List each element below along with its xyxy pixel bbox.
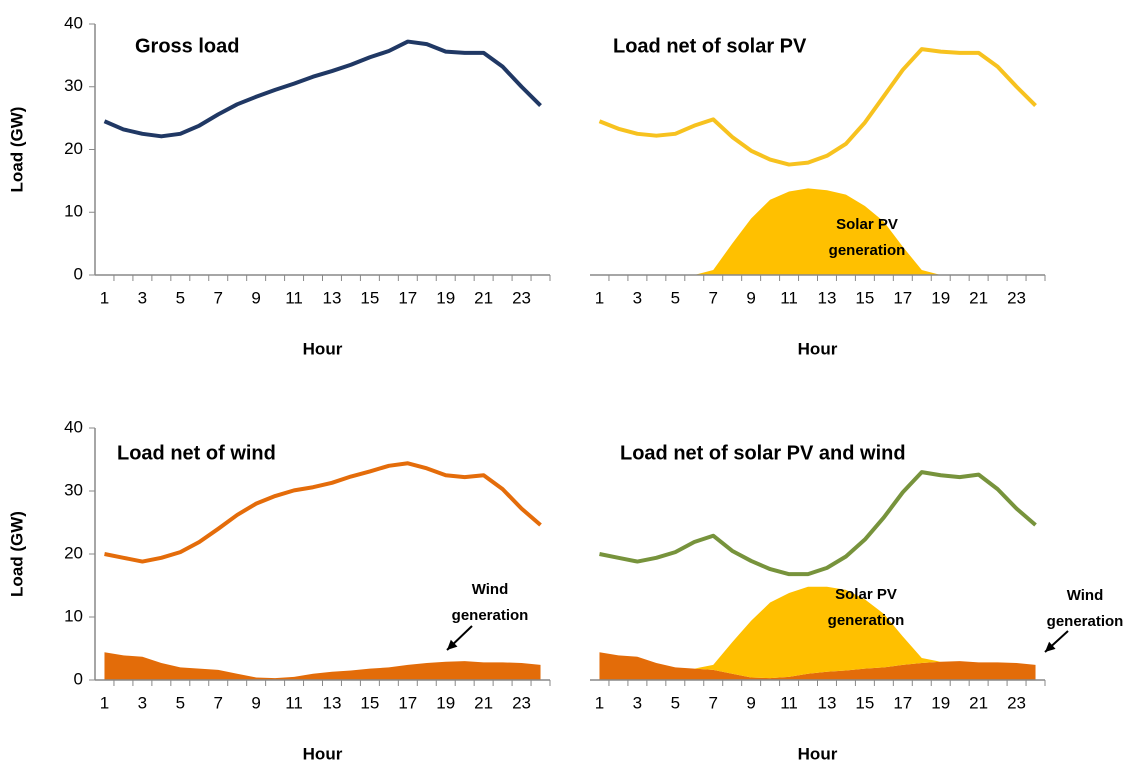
y-tick-label: 20: [64, 543, 83, 562]
x-tick-label: 11: [780, 693, 798, 712]
annotation: Solar PV: [836, 216, 898, 233]
line: [104, 461, 542, 564]
x-tick-label: 7: [708, 288, 717, 307]
x-tick-label: 17: [398, 693, 417, 712]
y-tick-label: 20: [64, 139, 83, 158]
line: [103, 39, 542, 139]
x-tick-label: 9: [746, 288, 755, 307]
line: [599, 470, 1037, 577]
panel-title: Gross load: [135, 35, 239, 57]
x-tick-label: 5: [671, 288, 680, 307]
x-tick-label: 9: [251, 693, 260, 712]
x-tick-label: 21: [969, 693, 988, 712]
x-tick-label: 17: [893, 288, 912, 307]
x-tick-label: 13: [323, 288, 342, 307]
x-tick-label: 7: [213, 288, 222, 307]
annotation: Wind: [1067, 587, 1104, 604]
x-tick-label: 19: [931, 693, 950, 712]
y-axis-label: Load (GW): [7, 511, 26, 597]
x-tick-label: 19: [931, 288, 950, 307]
x-tick-label: 17: [893, 693, 912, 712]
x-tick-label: 23: [512, 693, 531, 712]
x-tick-label: 13: [323, 693, 342, 712]
x-tick-label: 11: [285, 693, 303, 712]
x-tick-label: 3: [138, 693, 147, 712]
line: [598, 47, 1037, 167]
y-axis-label: Load (GW): [7, 107, 26, 193]
x-tick-label: 9: [746, 693, 755, 712]
x-tick-label: 5: [671, 693, 680, 712]
x-tick-label: 23: [1007, 693, 1026, 712]
area: [599, 652, 1036, 680]
x-tick-label: 23: [1007, 288, 1026, 307]
y-tick-label: 0: [74, 669, 83, 688]
x-tick-label: 1: [595, 693, 604, 712]
x-axis-label: Hour: [303, 744, 343, 763]
arrow-head: [447, 639, 458, 650]
annotation: generation: [452, 607, 529, 624]
x-tick-label: 21: [474, 288, 493, 307]
y-tick-label: 0: [74, 264, 83, 283]
x-tick-label: 15: [360, 288, 379, 307]
arrow-head: [1045, 641, 1056, 652]
y-tick-label: 10: [64, 606, 83, 625]
y-tick-label: 30: [64, 76, 83, 95]
x-tick-label: 15: [855, 288, 874, 307]
x-tick-label: 1: [100, 288, 109, 307]
annotation: Wind: [472, 581, 509, 598]
x-tick-label: 21: [474, 693, 493, 712]
x-tick-label: 1: [595, 288, 604, 307]
x-tick-label: 7: [708, 693, 717, 712]
x-tick-label: 3: [633, 693, 642, 712]
x-axis-label: Hour: [303, 339, 343, 358]
x-tick-label: 7: [213, 693, 222, 712]
x-tick-label: 5: [176, 693, 185, 712]
x-tick-label: 11: [285, 288, 303, 307]
annotation: generation: [829, 242, 906, 259]
x-tick-label: 19: [436, 288, 455, 307]
x-tick-label: 13: [818, 288, 837, 307]
y-tick-label: 30: [64, 480, 83, 499]
panel-title: Load net of solar PV: [613, 35, 807, 57]
x-tick-label: 3: [138, 288, 147, 307]
panel-title: Load net of solar PV and wind: [620, 442, 906, 464]
x-tick-label: 9: [251, 288, 260, 307]
x-tick-label: 15: [855, 693, 874, 712]
y-tick-label: 40: [64, 417, 83, 436]
x-tick-label: 21: [969, 288, 988, 307]
annotation: generation: [1047, 613, 1124, 630]
annotation: Solar PV: [835, 586, 897, 603]
y-tick-label: 10: [64, 202, 83, 221]
x-tick-label: 13: [818, 693, 837, 712]
area: [599, 586, 1036, 679]
x-tick-label: 3: [633, 288, 642, 307]
y-tick-label: 40: [64, 13, 83, 32]
x-tick-label: 11: [780, 288, 798, 307]
annotation: generation: [828, 612, 905, 629]
x-tick-label: 1: [100, 693, 109, 712]
x-tick-label: 15: [360, 693, 379, 712]
x-tick-label: 5: [176, 288, 185, 307]
x-axis-label: Hour: [798, 744, 838, 763]
x-tick-label: 19: [436, 693, 455, 712]
panel-title: Load net of wind: [117, 442, 276, 464]
area: [599, 188, 1036, 275]
x-tick-label: 17: [398, 288, 417, 307]
area: [104, 652, 541, 680]
x-tick-label: 23: [512, 288, 531, 307]
x-axis-label: Hour: [798, 339, 838, 358]
